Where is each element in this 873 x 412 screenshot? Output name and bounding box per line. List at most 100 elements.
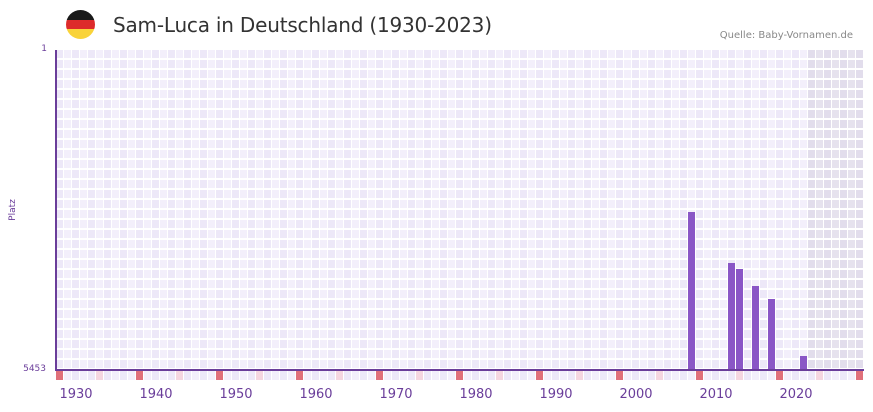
- bar-2007[interactable]: [688, 212, 695, 370]
- bar-2021[interactable]: [800, 356, 807, 370]
- grid-column: [480, 50, 488, 370]
- year-marker: [576, 371, 583, 380]
- grid-column: [568, 50, 576, 370]
- grid-column: [800, 50, 808, 370]
- year-marker: [672, 371, 679, 380]
- year-marker: [472, 371, 479, 380]
- year-marker: [320, 371, 327, 380]
- grid-column: [632, 50, 640, 370]
- flag-stripe-red: [66, 19, 95, 30]
- year-marker: [312, 371, 319, 380]
- grid-column: [528, 50, 536, 370]
- year-marker: [272, 371, 279, 380]
- grid-column: [120, 50, 128, 370]
- year-marker: [384, 371, 391, 380]
- year-marker: [376, 371, 383, 380]
- year-marker: [856, 371, 863, 380]
- grid-column: [464, 50, 472, 370]
- grid-column: [456, 50, 464, 370]
- grid-column: [680, 50, 688, 370]
- year-marker: [720, 371, 727, 380]
- grid-column: [808, 50, 816, 370]
- year-marker: [240, 371, 247, 380]
- grid-column: [56, 50, 64, 370]
- year-marker: [552, 371, 559, 380]
- year-marker: [264, 371, 271, 380]
- y-axis-line: [55, 50, 57, 371]
- x-tick-label: 1940: [139, 387, 173, 402]
- bar-2015[interactable]: [752, 286, 759, 370]
- year-marker: [336, 371, 343, 380]
- grid-column: [840, 50, 848, 370]
- grid-column: [376, 50, 384, 370]
- grid-column: [256, 50, 264, 370]
- grid-column: [416, 50, 424, 370]
- year-marker: [776, 371, 783, 380]
- year-marker: [72, 371, 79, 380]
- grid-column: [784, 50, 792, 370]
- year-marker: [616, 371, 623, 380]
- grid-column: [88, 50, 96, 370]
- grid-column: [80, 50, 88, 370]
- x-tick-label: 1980: [459, 387, 493, 402]
- year-marker: [256, 371, 263, 380]
- chart-title: Sam-Luca in Deutschland (1930-2023): [113, 13, 492, 37]
- year-marker-row: [56, 371, 864, 380]
- grid-column: [112, 50, 120, 370]
- bar-2017[interactable]: [768, 298, 775, 370]
- x-tick-label: 1990: [539, 387, 573, 402]
- grid-column: [672, 50, 680, 370]
- year-marker: [424, 371, 431, 380]
- year-marker: [408, 371, 415, 380]
- bar-2012[interactable]: [728, 263, 735, 370]
- grid-column: [352, 50, 360, 370]
- year-marker: [608, 371, 615, 380]
- grid-column: [472, 50, 480, 370]
- year-marker: [232, 371, 239, 380]
- x-tick-label: 1930: [59, 387, 93, 402]
- grid-column: [320, 50, 328, 370]
- year-marker: [592, 371, 599, 380]
- x-axis-line: [55, 369, 864, 371]
- year-marker: [800, 371, 807, 380]
- grid-column: [280, 50, 288, 370]
- grid-column: [816, 50, 824, 370]
- year-marker: [640, 371, 647, 380]
- year-marker: [168, 371, 175, 380]
- grid-column: [360, 50, 368, 370]
- source-credit: Quelle: Baby-Vornamen.de: [719, 30, 853, 41]
- bar-2013[interactable]: [736, 269, 743, 370]
- year-marker: [136, 371, 143, 380]
- grid-column: [432, 50, 440, 370]
- x-tick-label: 2010: [699, 387, 733, 402]
- grid-column: [344, 50, 352, 370]
- year-marker: [560, 371, 567, 380]
- grid-column: [768, 50, 776, 370]
- grid-column: [496, 50, 504, 370]
- grid-column: [192, 50, 200, 370]
- year-marker: [840, 371, 847, 380]
- grid-column: [240, 50, 248, 370]
- y-tick-top: 1: [41, 44, 47, 54]
- grid-column: [576, 50, 584, 370]
- year-marker: [144, 371, 151, 380]
- grid-column: [544, 50, 552, 370]
- year-marker: [696, 371, 703, 380]
- grid-column: [392, 50, 400, 370]
- grid-column: [448, 50, 456, 370]
- year-marker: [792, 371, 799, 380]
- grid-column: [648, 50, 656, 370]
- year-marker: [248, 371, 255, 380]
- year-marker: [176, 371, 183, 380]
- grid-column: [776, 50, 784, 370]
- year-marker: [64, 371, 71, 380]
- grid-column: [168, 50, 176, 370]
- grid-column: [328, 50, 336, 370]
- year-marker: [80, 371, 87, 380]
- grid-column: [232, 50, 240, 370]
- grid-column: [720, 50, 728, 370]
- grid-column: [408, 50, 416, 370]
- year-marker: [296, 371, 303, 380]
- year-marker: [288, 371, 295, 380]
- year-marker: [200, 371, 207, 380]
